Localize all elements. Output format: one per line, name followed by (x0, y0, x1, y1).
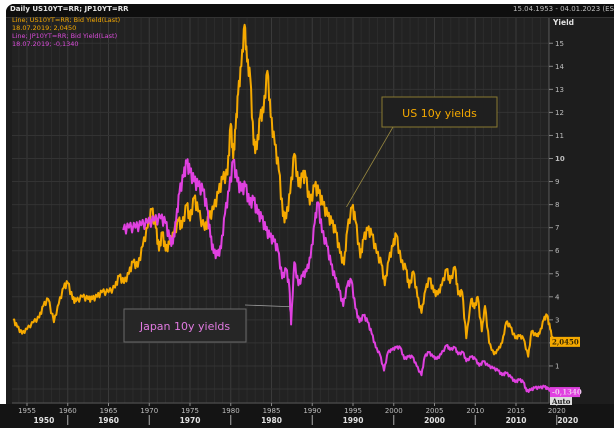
y-tick-label: 3 (555, 316, 559, 324)
annotation-box-us (381, 96, 498, 128)
auto-background (550, 397, 572, 405)
x-tick-label: 1955 (18, 407, 36, 415)
series-lines (12, 23, 555, 394)
y-tick-label: 15 (555, 40, 564, 48)
legend: Line; US10YT=RR; Bid Yield(Last) 18.07.2… (12, 16, 120, 48)
annotation-leader-us (346, 126, 394, 208)
annotation-leader-japan (244, 304, 292, 308)
x-decade-label: 2010 (506, 416, 527, 425)
tag-value: -0,1340 (552, 388, 582, 397)
y-axis-title: Yield (552, 18, 574, 27)
y-tick-label: 1 (555, 362, 559, 370)
x-decade-label: 1990 (343, 416, 364, 425)
tag-value: 2,0450 (552, 337, 579, 346)
annotations: US 10y yields Japan 10y yields (123, 96, 498, 343)
series-line-japan-10y (122, 158, 555, 394)
x-decade-label: 2020 (557, 416, 578, 425)
chart-title: Daily US10YT=RR; JP10YT=RR (10, 5, 129, 13)
x-tick-label: 1965 (100, 407, 118, 415)
x-tick-label: 1960 (59, 407, 77, 415)
y-tick-label: 9 (555, 178, 559, 186)
auto-scale-button: Auto (550, 397, 572, 406)
auto-label: Auto (551, 397, 571, 406)
x-decade-label: 2000 (424, 416, 445, 425)
x-decade-label: 1960 (98, 416, 119, 425)
y-tick-label: 5 (555, 270, 559, 278)
x-tick-label: 1970 (140, 407, 158, 415)
x-axis: 1955 1960 1965 1970 1975 1980 1985 1990 1995 2000… (0, 403, 614, 428)
x-decade-label: 1980 (261, 416, 282, 425)
legend-us-value: 18.07.2019; 2,0450 (12, 24, 77, 32)
x-tick-label: 2005 (426, 407, 444, 415)
x-tick-label: 1980 (222, 407, 240, 415)
x-decade-label: 1970 (180, 416, 201, 425)
last-value-tag-us: 2,0450 (550, 336, 580, 347)
y-tick-label: 8 (555, 201, 559, 209)
legend-jp-line: Line; JP10YT=RR; Bid Yield(Last) (12, 32, 118, 40)
date-range: 15.04.1953 - 04.01.2023 (ES (513, 5, 614, 13)
x-tick-label: 1990 (303, 407, 321, 415)
y-tick-label: 13 (555, 86, 564, 94)
plot-area (12, 18, 549, 403)
y-tick-label: 12 (555, 109, 564, 117)
annotation-label-us: US 10y yields (402, 107, 477, 120)
legend-jp-value: 18.07.2019; -0,1340 (12, 40, 79, 48)
y-tick-label: 4 (555, 293, 560, 301)
chart-titlebar: Daily US10YT=RR; JP10YT=RR 15.04.1953 - … (6, 4, 614, 18)
tag-background (550, 336, 580, 347)
series-line-us-10y (12, 23, 555, 358)
last-value-tag-japan: -0,1340 (550, 387, 582, 398)
x-axis-band (0, 404, 614, 428)
annotation-box-japan (123, 308, 247, 343)
x-tick-label: 1995 (344, 407, 362, 415)
y-axis: Yield123456789101112131415 (549, 18, 574, 370)
x-tick-label: 2015 (507, 407, 525, 415)
x-tick-label: 2000 (385, 407, 403, 415)
legend-us-line: Line; US10YT=RR; Bid Yield(Last) (12, 16, 121, 24)
x-tick-label: 1975 (181, 407, 199, 415)
y-tick-label: 10 (555, 155, 565, 163)
annotation-label-japan: Japan 10y yields (139, 320, 231, 333)
y-tick-label: 11 (555, 132, 564, 140)
y-tick-label: 7 (555, 224, 559, 232)
x-tick-label: 2020 (548, 407, 566, 415)
x-decade-label: 1950 (33, 416, 54, 425)
grid-lines (12, 18, 550, 404)
x-tick-label: 1985 (263, 407, 281, 415)
y-tick-label: 6 (555, 247, 560, 255)
tag-background (550, 387, 580, 398)
x-tick-label: 2010 (466, 407, 484, 415)
y-tick-label: 14 (555, 63, 564, 71)
